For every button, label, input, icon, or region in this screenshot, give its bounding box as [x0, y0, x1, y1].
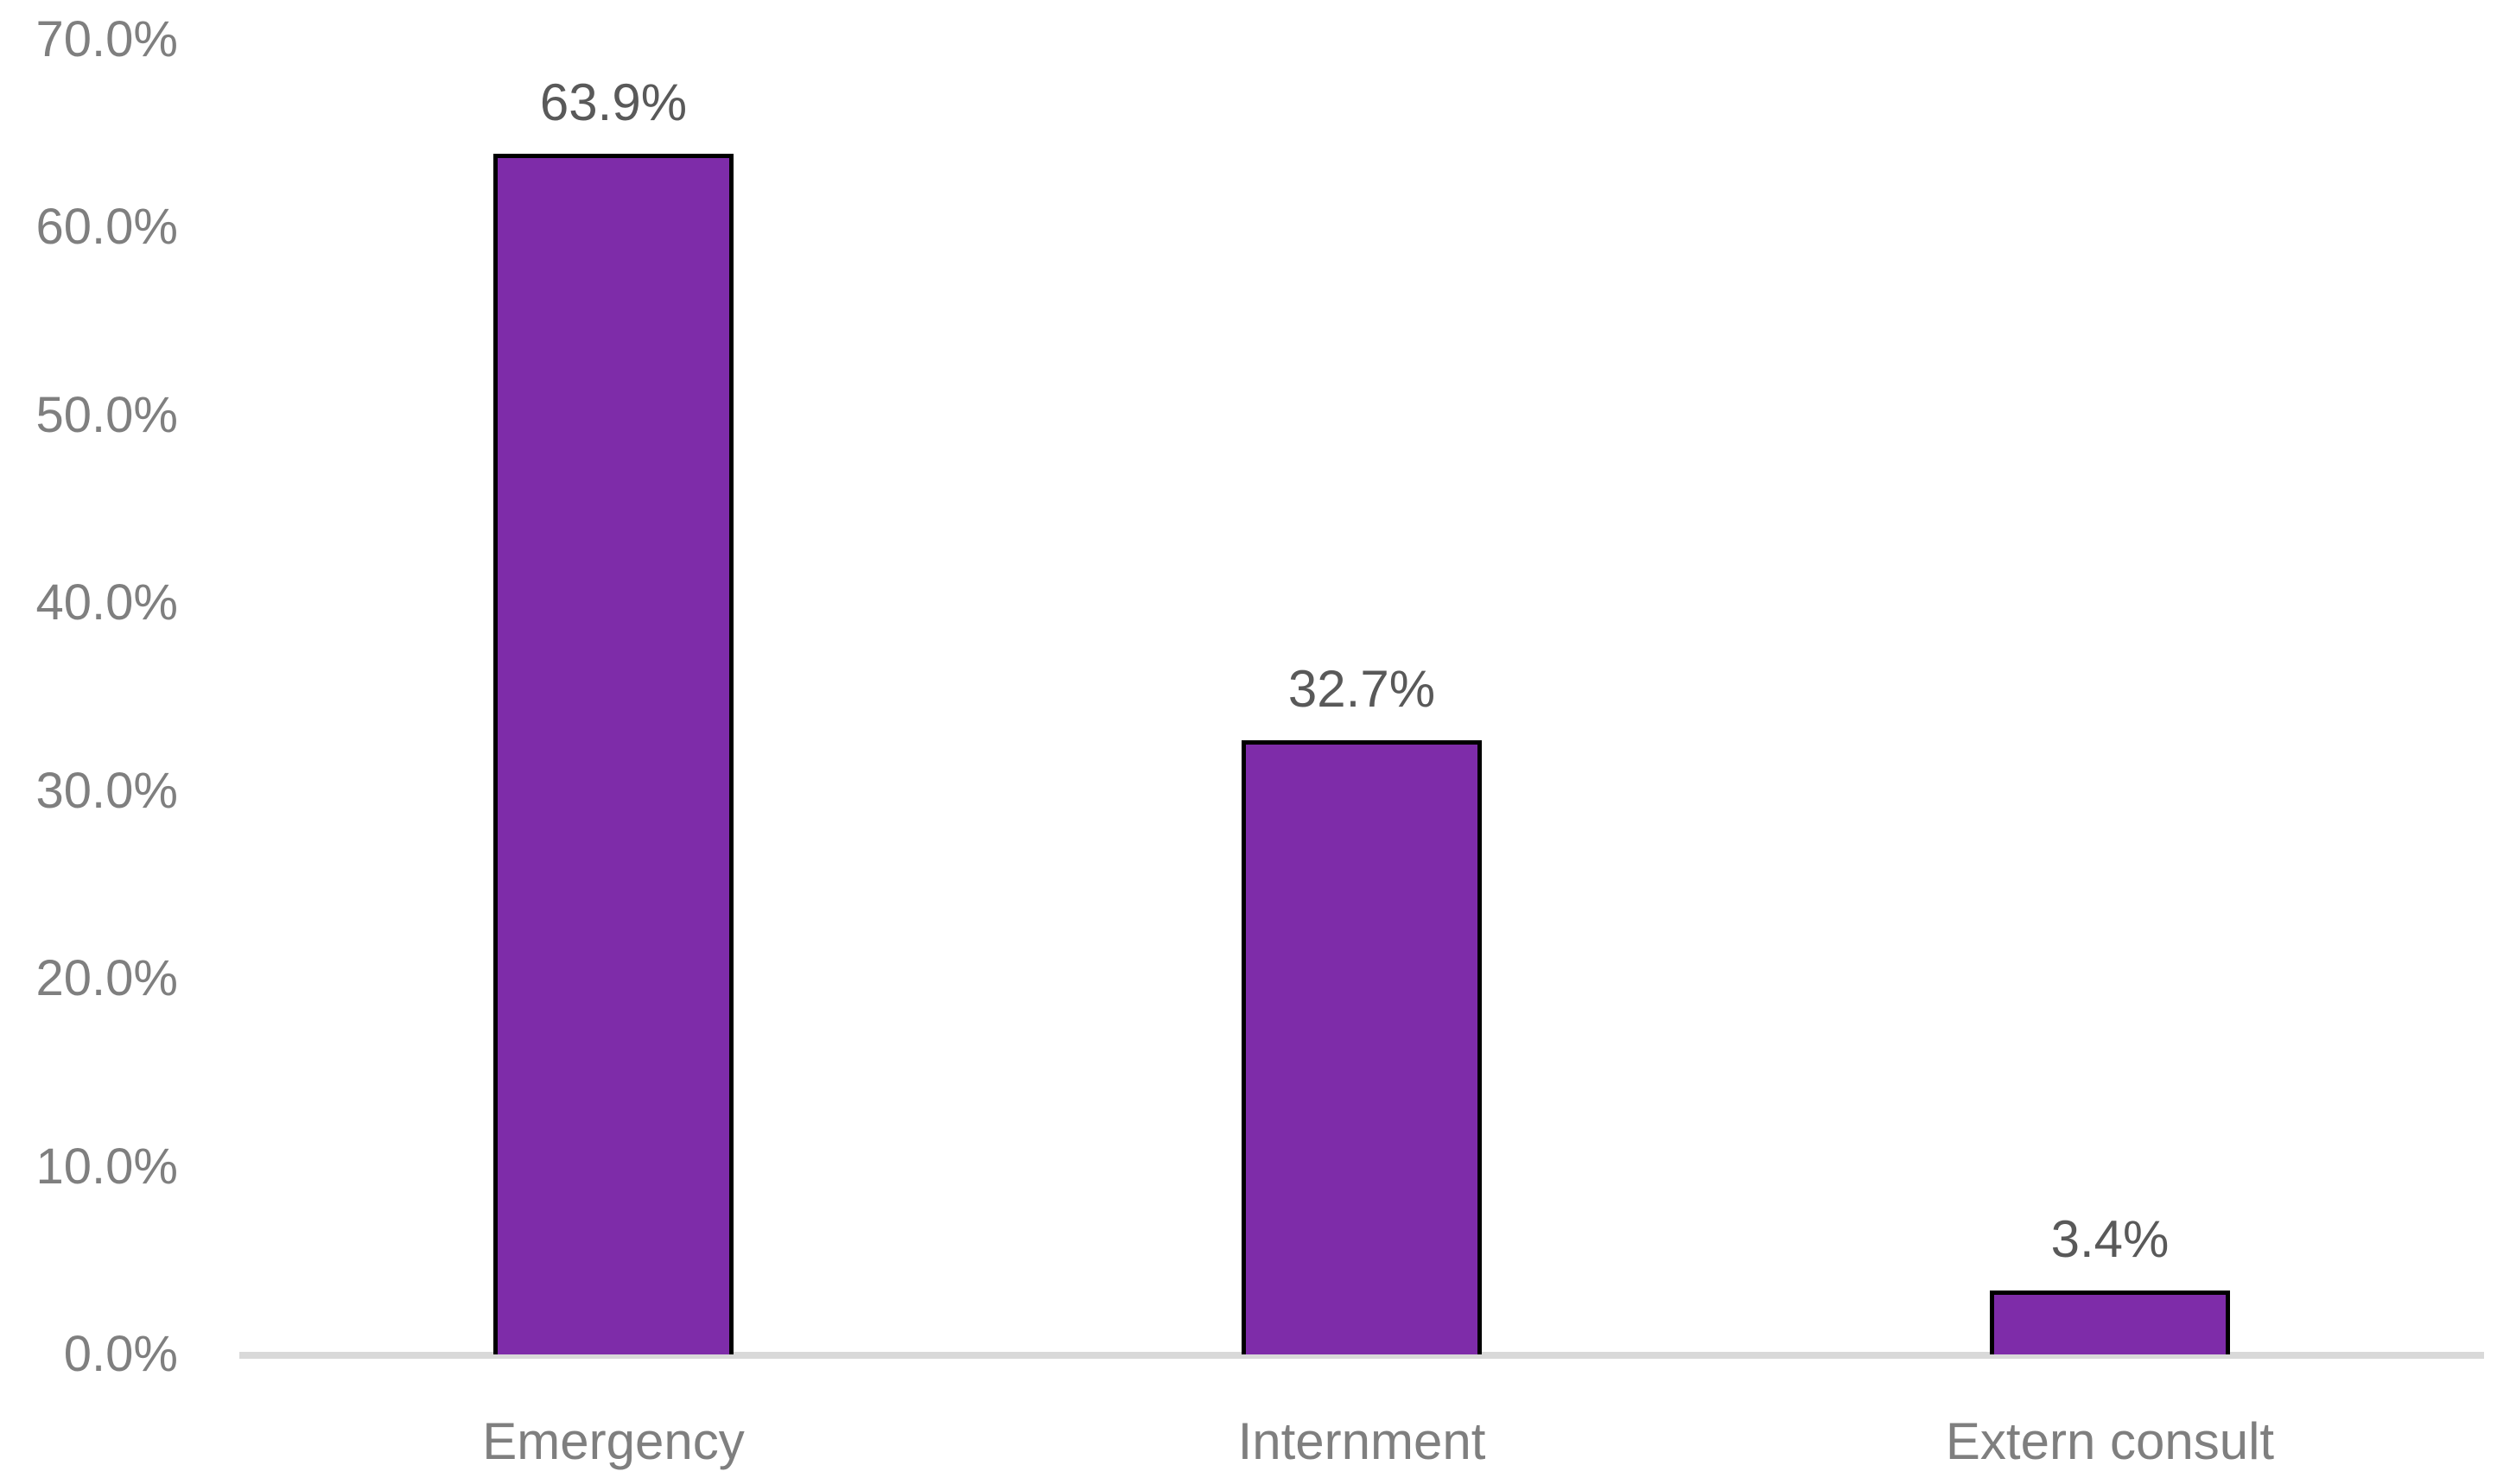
y-tick-label: 20.0%	[35, 950, 178, 1006]
y-tick-label: 70.0%	[35, 10, 178, 67]
data-label-emergency: 63.9%	[539, 73, 688, 132]
category-group-extern-consult: 3.4% Extern consult	[1736, 0, 2484, 1484]
bar-internment	[1242, 739, 1482, 1354]
y-tick-label: 60.0%	[35, 199, 178, 255]
data-label-extern-consult: 3.4%	[2050, 1210, 2170, 1269]
bar-emergency	[493, 154, 734, 1354]
category-group-internment: 32.7% Internment	[988, 0, 1736, 1484]
x-axis-label-extern-consult: Extern consult	[1945, 1412, 2275, 1470]
y-tick-label: 10.0%	[35, 1138, 178, 1195]
bar-extern-consult	[1990, 1291, 2230, 1354]
x-axis-line	[239, 1352, 2484, 1359]
data-label-internment: 32.7%	[1287, 659, 1436, 718]
category-group-emergency: 63.9% Emergency	[239, 0, 988, 1484]
x-axis-label-internment: Internment	[1237, 1412, 1486, 1470]
y-tick-label: 50.0%	[35, 386, 178, 443]
y-tick-label: 0.0%	[63, 1326, 178, 1382]
y-tick-label: 40.0%	[35, 574, 178, 631]
x-axis-label-emergency: Emergency	[482, 1412, 745, 1470]
y-tick-label: 30.0%	[35, 762, 178, 819]
